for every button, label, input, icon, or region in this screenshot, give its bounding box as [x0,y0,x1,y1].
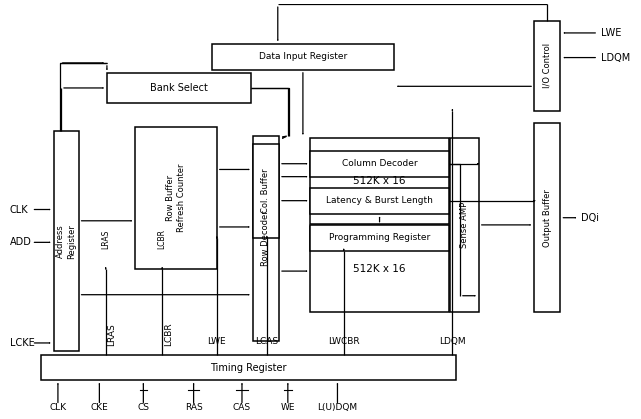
Text: 512K x 16: 512K x 16 [353,264,406,274]
Text: LCBR: LCBR [164,323,173,346]
Bar [41,355,456,380]
Text: L(U)DQM: L(U)DQM [317,403,358,411]
Text: LCAS: LCAS [256,337,279,346]
Text: LWCBR: LWCBR [328,337,360,346]
Text: CS: CS [137,403,149,411]
Text: CAS: CAS [233,403,251,411]
Text: Bank Select: Bank Select [150,83,208,93]
Bar [107,73,251,103]
Text: 512K x 16: 512K x 16 [353,176,406,186]
Text: LRAS: LRAS [101,229,110,248]
Bar [310,151,449,177]
Text: LDQM: LDQM [601,52,631,62]
Bar [534,123,560,312]
Bar [253,144,279,238]
Text: CKE: CKE [90,403,108,411]
Bar [310,225,449,251]
Text: RAS: RAS [185,403,203,411]
Text: LCBR: LCBR [158,228,167,248]
Text: Column Decoder: Column Decoder [342,159,417,168]
Text: CLK: CLK [10,204,28,215]
Text: LWE: LWE [601,28,622,38]
Text: CLK: CLK [49,403,67,411]
Text: Sense AMP: Sense AMP [460,202,469,248]
Text: LDQM: LDQM [439,337,466,346]
Text: Row Decoder: Row Decoder [262,210,271,266]
Bar [310,188,449,214]
Text: Output Buffer: Output Buffer [543,189,552,247]
Text: Programming Register: Programming Register [329,233,430,242]
Bar [450,137,479,312]
Bar [534,21,560,111]
Text: I/O Control: I/O Control [543,43,552,88]
Text: Col. Buffer: Col. Buffer [262,169,271,213]
Text: LCKE: LCKE [10,338,35,348]
Bar [54,132,79,351]
Bar [135,127,217,269]
Bar [310,226,449,312]
Bar [253,136,279,341]
Text: LWE: LWE [208,337,226,346]
Bar [212,44,394,70]
Bar [310,137,449,224]
Text: Latency & Burst Length: Latency & Burst Length [326,196,433,205]
Text: LRAS: LRAS [108,323,117,346]
Text: Address
Register: Address Register [56,224,76,259]
Text: Data Input Register: Data Input Register [259,52,347,62]
Text: DQi: DQi [581,213,599,223]
Text: ADD: ADD [10,237,31,247]
Text: Row Buffer
Refresh Counter: Row Buffer Refresh Counter [166,164,186,233]
Text: Timing Register: Timing Register [210,362,287,372]
Text: WE: WE [281,403,295,411]
